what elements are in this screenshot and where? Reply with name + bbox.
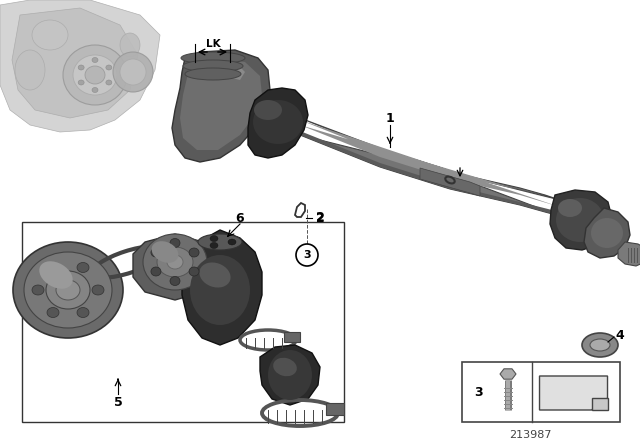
Text: 4: 4 (616, 328, 625, 341)
Polygon shape (180, 58, 262, 150)
Ellipse shape (47, 307, 59, 318)
Polygon shape (300, 120, 560, 207)
Polygon shape (540, 376, 607, 410)
Ellipse shape (210, 242, 218, 249)
Ellipse shape (120, 33, 140, 57)
Text: 5: 5 (114, 396, 122, 409)
Ellipse shape (167, 255, 183, 269)
Ellipse shape (183, 60, 243, 72)
Text: 1: 1 (386, 112, 394, 125)
Circle shape (296, 244, 318, 266)
Ellipse shape (15, 50, 45, 90)
Polygon shape (0, 0, 160, 132)
Ellipse shape (189, 267, 199, 276)
Ellipse shape (46, 271, 90, 309)
Ellipse shape (120, 59, 146, 85)
Polygon shape (420, 168, 480, 196)
Polygon shape (300, 118, 560, 216)
Polygon shape (300, 131, 560, 216)
Ellipse shape (85, 66, 105, 84)
Bar (284, 332, 300, 342)
Ellipse shape (198, 234, 242, 250)
Ellipse shape (590, 339, 610, 351)
Polygon shape (248, 88, 308, 158)
Ellipse shape (556, 198, 604, 242)
Ellipse shape (152, 241, 179, 263)
Ellipse shape (591, 218, 623, 248)
Ellipse shape (210, 236, 218, 241)
Ellipse shape (106, 80, 112, 85)
Text: LK: LK (205, 39, 220, 49)
Ellipse shape (558, 199, 582, 217)
Ellipse shape (92, 285, 104, 295)
Ellipse shape (151, 248, 161, 257)
Text: 2: 2 (316, 211, 324, 224)
Ellipse shape (228, 239, 236, 245)
Ellipse shape (24, 252, 112, 328)
Ellipse shape (151, 267, 161, 276)
Ellipse shape (13, 242, 123, 338)
Ellipse shape (143, 234, 207, 290)
Ellipse shape (582, 333, 618, 357)
Ellipse shape (92, 87, 98, 92)
Ellipse shape (73, 55, 117, 95)
Ellipse shape (190, 255, 250, 325)
Ellipse shape (77, 263, 89, 272)
Polygon shape (584, 208, 630, 258)
Polygon shape (133, 234, 217, 300)
Ellipse shape (189, 248, 199, 257)
Ellipse shape (268, 350, 312, 400)
Ellipse shape (56, 280, 80, 300)
Text: 213987: 213987 (509, 430, 551, 440)
Ellipse shape (78, 80, 84, 85)
Ellipse shape (181, 52, 245, 64)
Ellipse shape (63, 45, 127, 105)
Bar (22, 222, 344, 422)
Ellipse shape (193, 61, 216, 78)
Ellipse shape (253, 100, 303, 144)
Bar (462, 362, 620, 422)
Ellipse shape (200, 263, 230, 288)
Ellipse shape (254, 100, 282, 120)
Polygon shape (172, 50, 270, 162)
Ellipse shape (77, 307, 89, 318)
Polygon shape (550, 190, 612, 250)
Polygon shape (500, 369, 516, 379)
Ellipse shape (113, 52, 153, 92)
Text: 6: 6 (236, 211, 244, 224)
Ellipse shape (185, 68, 241, 80)
Ellipse shape (170, 238, 180, 247)
Ellipse shape (39, 261, 73, 289)
Ellipse shape (92, 57, 98, 63)
Ellipse shape (32, 20, 68, 50)
Text: 2: 2 (316, 211, 324, 224)
Polygon shape (190, 58, 245, 80)
Ellipse shape (157, 247, 193, 277)
Polygon shape (12, 8, 138, 118)
Polygon shape (260, 345, 320, 405)
Polygon shape (618, 242, 640, 266)
Text: 3: 3 (474, 385, 483, 399)
Ellipse shape (78, 65, 84, 70)
Ellipse shape (106, 65, 112, 70)
Ellipse shape (32, 285, 44, 295)
Ellipse shape (273, 358, 297, 376)
Text: 3: 3 (303, 250, 311, 260)
Ellipse shape (47, 263, 59, 272)
Polygon shape (182, 230, 262, 345)
Ellipse shape (170, 276, 180, 285)
Polygon shape (591, 398, 607, 410)
Bar (326, 403, 344, 415)
